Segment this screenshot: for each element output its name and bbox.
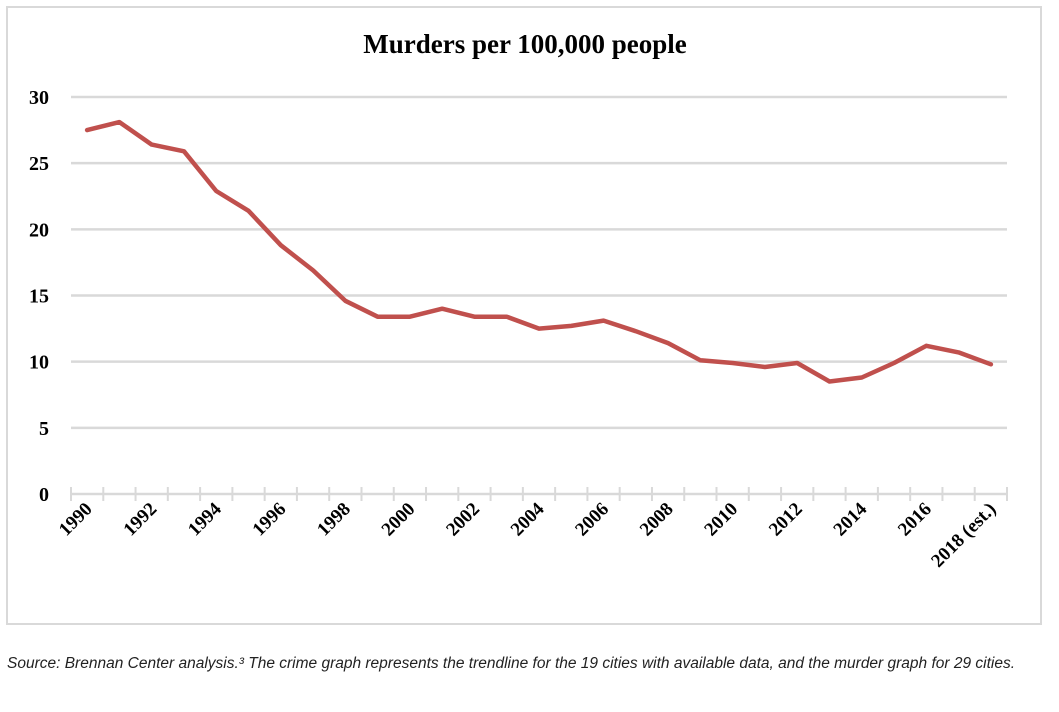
x-tick-label: 1996 <box>249 499 291 541</box>
y-axis-ticks: 0 5 10 15 20 25 30 <box>29 87 49 506</box>
line-chart: Murders per 100,000 people 051015202530 … <box>29 29 1008 572</box>
x-axis <box>70 487 1008 501</box>
y-tick-label: 30 <box>29 87 49 109</box>
gridlines <box>71 95 1007 430</box>
x-tick-label: 1998 <box>313 499 355 541</box>
x-tick-label: 2008 <box>636 499 678 541</box>
y-tick-label: 5 <box>39 418 49 440</box>
x-axis-tick-labels: 1990 1992 1994 1996 1998 2000 2002 2004 2006 2008… <box>55 498 1000 571</box>
x-tick-label: 1990 <box>55 499 97 541</box>
y-tick-label: 25 <box>29 153 49 175</box>
x-tick-label: 2014 <box>830 498 872 540</box>
source-caption: Source: Brennan Center analysis.³ The cr… <box>7 655 1016 672</box>
x-tick-label: 2012 <box>765 499 807 541</box>
x-tick-label: 2010 <box>700 499 742 541</box>
x-tick-label: 2018 (est.) <box>927 499 1000 572</box>
chart-frame <box>6 6 1042 625</box>
series-group <box>84 119 994 384</box>
y-tick-label: 10 <box>29 352 49 374</box>
x-tick-label: 2016 <box>894 499 936 541</box>
x-tick-label: 1992 <box>120 499 162 541</box>
y-tick-label: 0 <box>39 484 49 506</box>
y-tick-label: 20 <box>29 219 49 241</box>
x-tick-label: 2000 <box>378 499 420 541</box>
x-tick-label: 2002 <box>442 499 484 541</box>
series-line <box>84 119 994 384</box>
chart-title: Murders per 100,000 people <box>363 29 686 59</box>
y-tick-label: 15 <box>29 286 49 308</box>
x-tick-label: 2004 <box>507 498 549 540</box>
x-tick-label: 1994 <box>184 498 226 540</box>
x-tick-label: 2006 <box>571 499 613 541</box>
